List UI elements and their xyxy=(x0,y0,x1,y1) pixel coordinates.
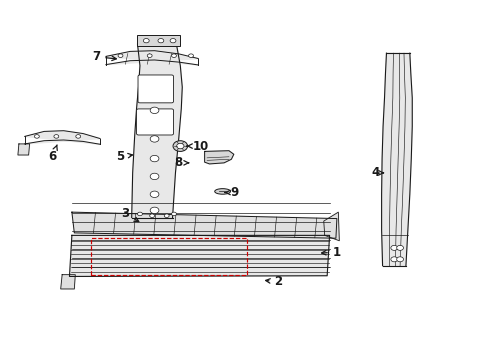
Text: 3: 3 xyxy=(121,207,139,221)
Polygon shape xyxy=(106,51,198,65)
Text: 6: 6 xyxy=(48,145,57,163)
FancyBboxPatch shape xyxy=(136,109,173,135)
Circle shape xyxy=(147,54,152,58)
Polygon shape xyxy=(323,212,339,241)
Polygon shape xyxy=(72,212,336,238)
Circle shape xyxy=(188,54,193,58)
Circle shape xyxy=(150,173,159,180)
Circle shape xyxy=(170,39,176,43)
Circle shape xyxy=(34,135,39,138)
Polygon shape xyxy=(69,235,329,276)
Text: 10: 10 xyxy=(186,140,208,153)
Polygon shape xyxy=(204,151,233,164)
Polygon shape xyxy=(61,275,75,289)
Circle shape xyxy=(150,107,159,113)
Circle shape xyxy=(158,39,163,43)
Text: 4: 4 xyxy=(371,166,383,179)
Circle shape xyxy=(150,207,159,213)
Polygon shape xyxy=(131,44,182,217)
Circle shape xyxy=(150,156,159,162)
Circle shape xyxy=(164,214,169,217)
Ellipse shape xyxy=(214,189,230,194)
Circle shape xyxy=(54,135,59,138)
Circle shape xyxy=(173,141,187,152)
FancyBboxPatch shape xyxy=(138,75,173,103)
Text: 2: 2 xyxy=(265,275,282,288)
Polygon shape xyxy=(18,144,30,155)
Text: 5: 5 xyxy=(116,150,132,163)
Text: 1: 1 xyxy=(321,246,340,258)
Circle shape xyxy=(171,54,176,58)
Bar xyxy=(136,35,180,46)
Text: 8: 8 xyxy=(174,156,188,169)
Circle shape xyxy=(176,143,183,149)
Text: 7: 7 xyxy=(92,50,116,63)
Polygon shape xyxy=(25,131,100,144)
Circle shape xyxy=(150,191,159,198)
Circle shape xyxy=(396,246,403,250)
Circle shape xyxy=(149,214,154,217)
Circle shape xyxy=(171,212,176,216)
Circle shape xyxy=(396,257,403,262)
Circle shape xyxy=(143,39,149,43)
Circle shape xyxy=(76,135,81,138)
Polygon shape xyxy=(381,53,411,266)
Circle shape xyxy=(150,136,159,142)
Circle shape xyxy=(390,257,397,262)
Circle shape xyxy=(118,54,122,58)
Circle shape xyxy=(137,212,142,216)
Text: 9: 9 xyxy=(224,186,239,199)
Circle shape xyxy=(390,246,397,250)
